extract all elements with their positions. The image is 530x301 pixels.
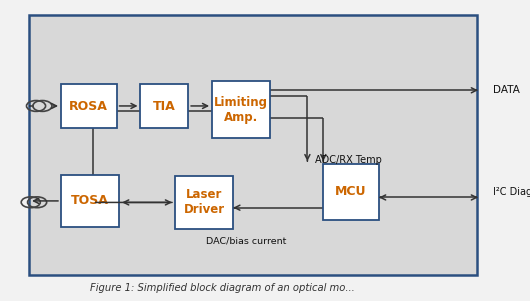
Bar (29, 15, 477, 275)
Bar (140, 84, 188, 128)
Bar (212, 81, 270, 138)
Text: Laser
Driver: Laser Driver (183, 188, 225, 216)
Text: DAC/bias current: DAC/bias current (206, 236, 287, 245)
Bar (323, 164, 379, 220)
Text: Figure 1: Simplified block diagram of an optical mo...: Figure 1: Simplified block diagram of an… (90, 283, 355, 293)
Text: TOSA: TOSA (71, 194, 109, 207)
Text: MCU: MCU (335, 185, 367, 198)
Text: I²C Diagnostics: I²C Diagnostics (493, 187, 530, 197)
Text: DATA: DATA (493, 85, 520, 95)
Bar (61, 175, 119, 227)
Text: ROSA: ROSA (69, 100, 108, 113)
Bar (61, 84, 117, 128)
Bar (175, 176, 233, 229)
Text: Limiting
Amp.: Limiting Amp. (214, 96, 268, 124)
Text: TIA: TIA (153, 100, 175, 113)
Text: ADC/RX Temp: ADC/RX Temp (315, 154, 382, 165)
